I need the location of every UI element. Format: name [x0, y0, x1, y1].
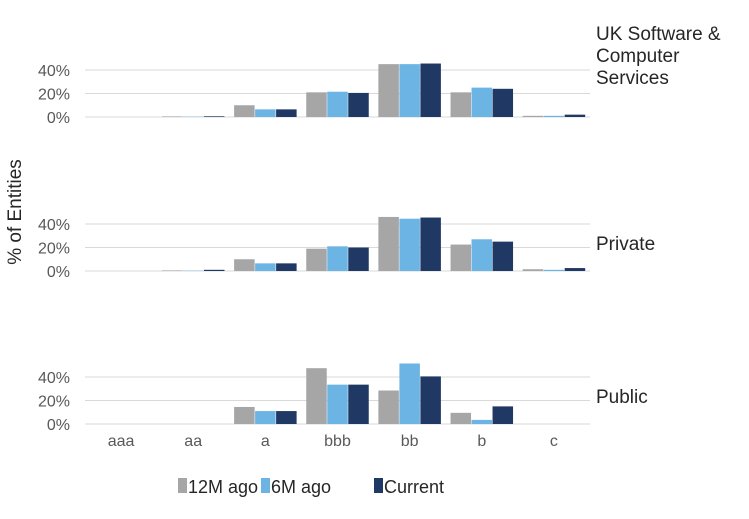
- bar-6m-ago-bbb: [327, 246, 348, 271]
- bar-12m-ago-bb: [378, 216, 399, 271]
- bar-6m-ago-b: [471, 239, 493, 272]
- bar-current-bbb: [348, 92, 369, 117]
- legend-entry: 12M ago: [188, 477, 258, 497]
- bar-6m-ago-a: [255, 109, 276, 117]
- y-tick-label: 0%: [47, 417, 70, 434]
- y-tick-label: 20%: [38, 241, 70, 258]
- bar-6m-ago-a: [255, 411, 276, 424]
- x-tick-label: bbb: [324, 433, 351, 450]
- bar-12m-ago-b: [450, 412, 472, 424]
- panel-3: 0% 20% 40% Public: [38, 363, 648, 434]
- bar-6m-ago-c: [543, 115, 565, 118]
- bar-12m-ago-aa: [161, 116, 183, 117]
- x-tick-label: aa: [184, 433, 202, 450]
- bar-12m-ago-c: [522, 115, 544, 118]
- panel-label: Private: [596, 234, 655, 255]
- bar-6m-ago-b: [471, 87, 493, 118]
- y-axis-label: % of Entities: [5, 159, 26, 265]
- bar-current-aa: [203, 269, 225, 271]
- bar-12m-ago-b: [450, 92, 472, 118]
- y-tick-label: 20%: [38, 394, 70, 411]
- bar-12m-ago-c: [522, 269, 544, 271]
- bar-6m-ago-b: [471, 419, 493, 424]
- x-tick-label: c: [550, 433, 558, 450]
- bar-12m-ago-bbb: [306, 92, 327, 118]
- legend-swatch: [261, 478, 270, 493]
- bar-current-a: [276, 411, 297, 424]
- bar-6m-ago-a: [255, 263, 276, 271]
- x-tick-label: a: [261, 433, 270, 450]
- x-axis: aaa aa a bbb bb b c: [108, 433, 558, 450]
- legend-swatch: [374, 478, 383, 493]
- bar-6m-ago-bbb: [327, 384, 348, 424]
- panel-2: 0% 20% 40% Private: [38, 216, 655, 281]
- bar-12m-ago-bb: [378, 390, 399, 424]
- y-tick-label: 0%: [47, 110, 70, 127]
- legend-entry: 6M ago: [271, 477, 331, 497]
- bar-current-aa: [203, 116, 225, 117]
- bar-current-b: [492, 241, 514, 272]
- bar-12m-ago-aa: [161, 270, 183, 271]
- y-tick-label: 40%: [38, 370, 70, 387]
- panel-1: 0% 20% 40% UK Software & Computer Services: [38, 24, 721, 127]
- bar-current-c: [564, 268, 586, 271]
- bar-current-bb: [420, 63, 441, 117]
- bar-6m-ago-bbb: [327, 91, 348, 117]
- y-tick-label: 40%: [38, 63, 70, 80]
- bar-current-bb: [420, 217, 441, 271]
- x-tick-label: aaa: [108, 433, 135, 450]
- y-tick-label: 40%: [38, 217, 70, 234]
- y-tick-label: 0%: [47, 264, 70, 281]
- x-tick-label: b: [477, 433, 486, 450]
- bar-12m-ago-bbb: [306, 368, 327, 424]
- bar-current-bb: [420, 376, 441, 424]
- bar-12m-ago-bb: [378, 64, 399, 118]
- bar-6m-ago-bb: [399, 363, 420, 424]
- bar-12m-ago-bbb: [306, 248, 327, 271]
- bar-12m-ago-b: [450, 244, 472, 271]
- panel-label: UK Software & Computer Services: [596, 24, 721, 89]
- bar-6m-ago-bb: [399, 218, 420, 271]
- bar-6m-ago-bb: [399, 64, 420, 118]
- bar-current-b: [492, 88, 514, 117]
- legend-swatch: [178, 478, 187, 493]
- panel-label: Public: [596, 387, 648, 408]
- bar-current-bbb: [348, 247, 369, 271]
- bar-12m-ago-a: [234, 259, 255, 271]
- legend-entry: Current: [384, 477, 444, 497]
- bar-current-bbb: [348, 384, 369, 424]
- bar-12m-ago-a: [234, 105, 255, 117]
- bar-current-c: [564, 114, 586, 117]
- bar-current-a: [276, 109, 297, 117]
- legend: 12M ago 6M ago Current: [178, 477, 444, 497]
- chart-panels: 0% 20% 40% UK Software & Computer Services 0% 2…: [38, 24, 721, 434]
- x-tick-label: bb: [401, 433, 419, 450]
- bar-6m-ago-c: [543, 269, 565, 271]
- bar-12m-ago-a: [234, 406, 255, 424]
- bar-current-a: [276, 263, 297, 271]
- y-tick-label: 20%: [38, 87, 70, 104]
- bar-current-b: [492, 406, 514, 425]
